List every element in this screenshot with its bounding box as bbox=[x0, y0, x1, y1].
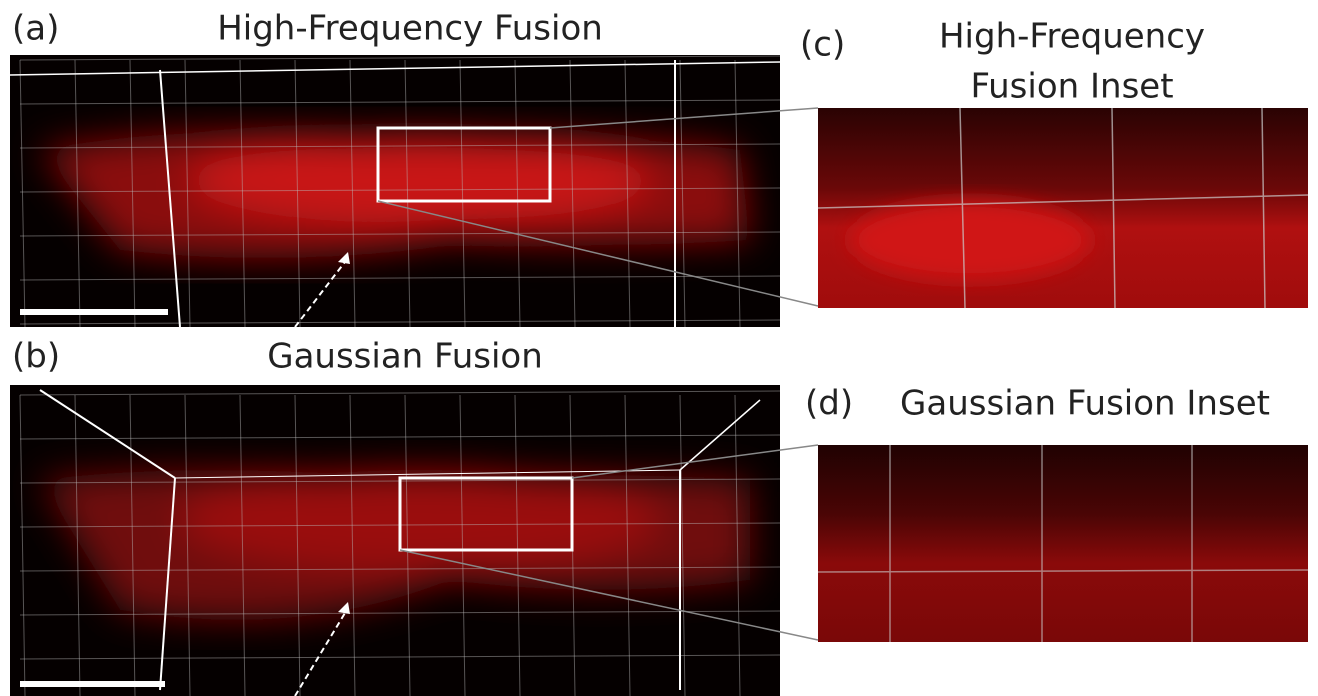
panel-title: High-Frequency Fusion bbox=[217, 9, 603, 49]
panel-title: High-Frequency bbox=[939, 17, 1205, 57]
panel-title: Fusion Inset bbox=[970, 67, 1173, 107]
panel-label: (d) bbox=[805, 384, 853, 424]
panel-label: (a) bbox=[12, 9, 59, 49]
image-b bbox=[10, 385, 780, 696]
panel-label: (b) bbox=[12, 337, 60, 377]
image-a bbox=[10, 55, 780, 327]
panel-title: Gaussian Fusion bbox=[267, 337, 543, 377]
panel-label: (c) bbox=[800, 25, 845, 65]
image-d bbox=[818, 445, 1308, 642]
panel-title: Gaussian Fusion Inset bbox=[900, 384, 1270, 424]
image-c bbox=[818, 108, 1308, 308]
figure: (a) High-Frequency Fusion (b) Gaussian F… bbox=[0, 0, 1318, 696]
